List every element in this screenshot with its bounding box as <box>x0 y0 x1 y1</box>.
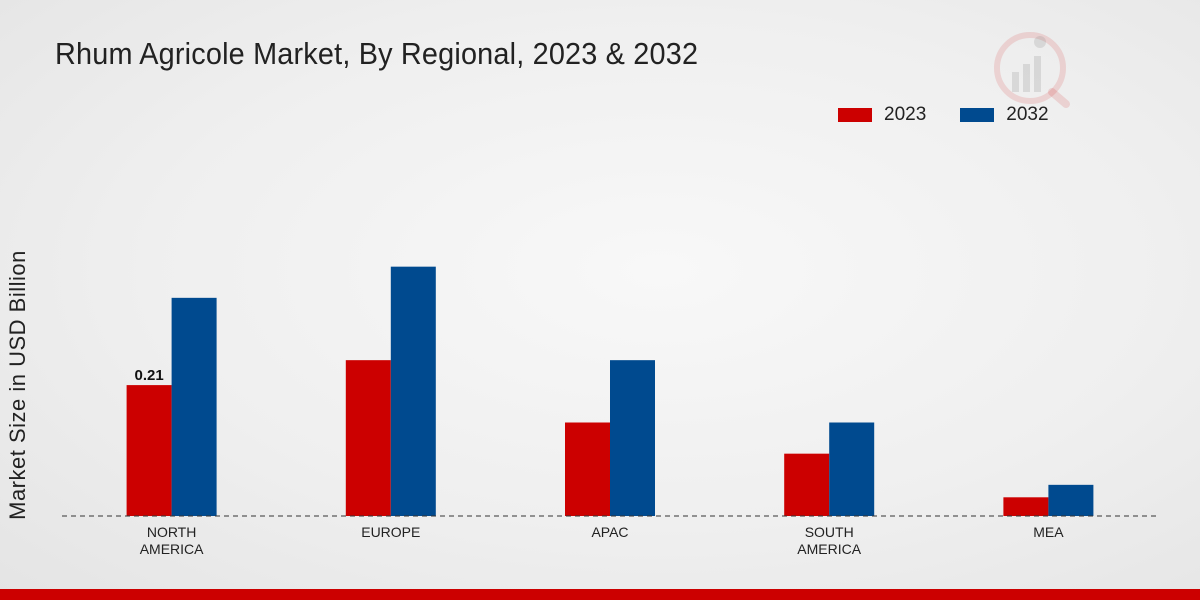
bar-2023-north-america <box>126 385 172 516</box>
x-tick-label: SOUTH AMERICA <box>797 524 861 557</box>
bar-2023-europe <box>345 360 391 516</box>
x-tick-label: EUROPE <box>361 524 420 540</box>
legend-label-2023: 2023 <box>884 104 927 125</box>
legend-swatch-2032 <box>960 108 995 122</box>
legend-label-2032: 2032 <box>1006 104 1049 125</box>
legend-swatch-2023 <box>838 108 872 122</box>
data-label: 0.21 <box>134 367 163 384</box>
x-tick-label: APAC <box>591 524 628 540</box>
legend-item-2032: 2032 <box>960 104 1049 126</box>
bar-2023-apac <box>565 422 610 516</box>
bar-2032-mea <box>1048 484 1094 516</box>
mrfr-logo-icon <box>994 32 1070 108</box>
bar-2032-europe <box>390 266 436 516</box>
bar-2032-apac <box>610 360 655 516</box>
bar-2032-south-america <box>829 422 875 516</box>
bar-2032-north-america <box>171 297 217 516</box>
chart-title: Rhum Agricole Market, By Regional, 2023 … <box>55 36 699 71</box>
legend-item-2023: 2023 <box>838 104 926 126</box>
bottom-accent-bar <box>0 589 1200 600</box>
legend: 2023 2032 <box>838 104 1083 126</box>
x-tick-label: MEA <box>1033 524 1064 540</box>
x-tick-label: NORTH AMERICA <box>140 524 204 557</box>
bar-2023-south-america <box>784 453 830 516</box>
bar-2023-mea <box>1003 497 1049 516</box>
